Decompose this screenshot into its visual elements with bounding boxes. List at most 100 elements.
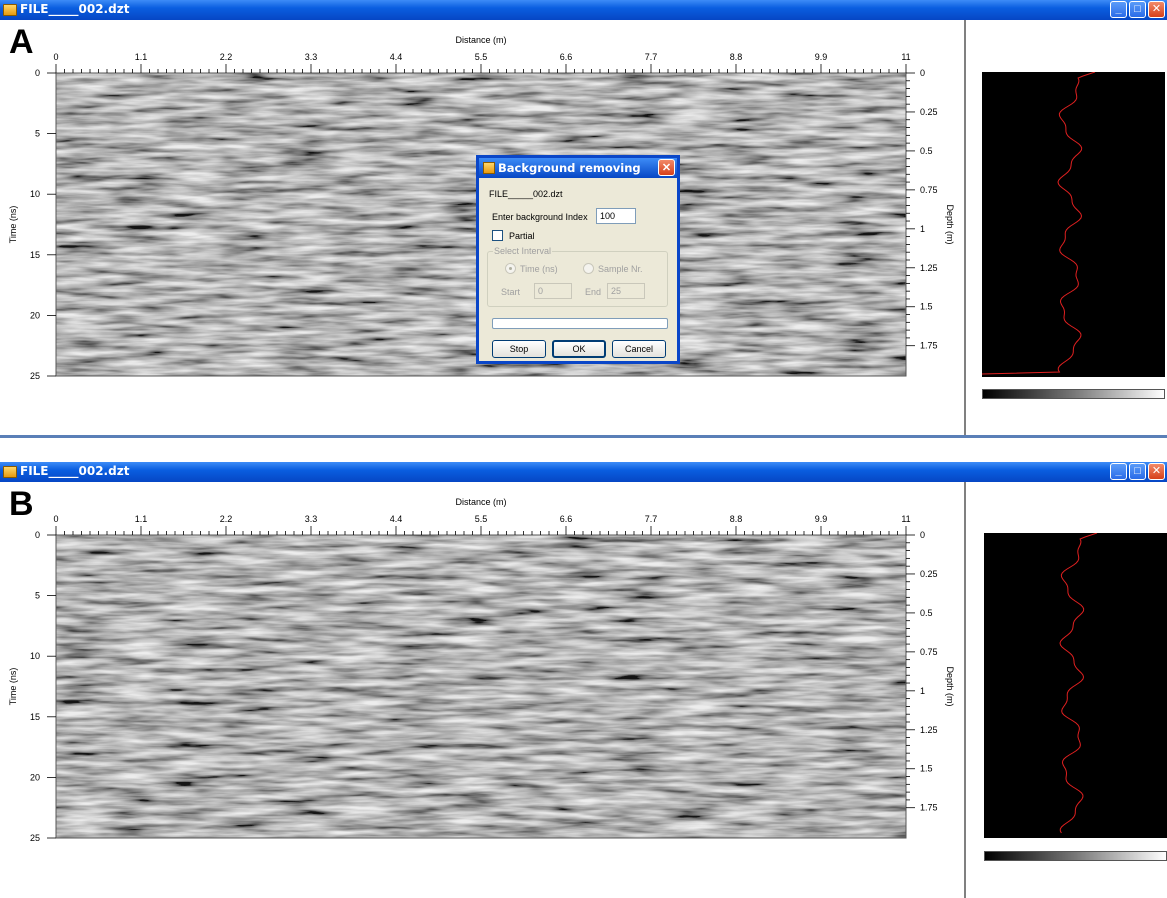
time-tick-label: 25 xyxy=(30,833,40,843)
dialog-app-icon xyxy=(483,162,495,174)
distance-tick-label: 1.1 xyxy=(135,514,148,524)
radargram-image xyxy=(56,535,906,838)
depth-tick-label: 1.25 xyxy=(920,725,938,735)
start-label: Start xyxy=(501,287,521,297)
time-tick-label: 5 xyxy=(35,129,40,139)
depth-tick-label: 0.25 xyxy=(920,569,938,579)
time-tick-label: 25 xyxy=(30,371,40,381)
depth-tick-label: 1.5 xyxy=(920,302,933,312)
window-b-titlebar[interactable]: FILE_____002.dzt _ □ ✕ xyxy=(0,462,1167,482)
start-input[interactable]: 0 xyxy=(534,283,572,299)
window-a-titlebar[interactable]: FILE_____002.dzt _ □ ✕ xyxy=(0,0,1167,20)
trace-waveform-b xyxy=(1059,532,1098,834)
time-radio[interactable] xyxy=(505,263,516,274)
minimize-icon[interactable]: _ xyxy=(1110,1,1127,18)
depth-tick-label: 1.5 xyxy=(920,764,933,774)
depth-axis-label: Depth (m) xyxy=(945,204,955,244)
distance-tick-label: 9.9 xyxy=(815,52,828,62)
radargram-window-a: FILE_____002.dzt _ □ ✕ A 0 1.1 2.2 3.3 4.4 5.… xyxy=(0,0,1167,438)
distance-axis-label: Distance (m) xyxy=(455,497,506,507)
background-index-input[interactable]: 100 xyxy=(596,208,636,224)
distance-tick-label: 5.5 xyxy=(475,52,488,62)
minimize-icon[interactable]: _ xyxy=(1110,463,1127,480)
background-removing-dialog: Background removing ✕ FILE_____002.dzt E… xyxy=(476,155,680,364)
colorbar-b xyxy=(984,851,1167,861)
distance-tick-label: 4.4 xyxy=(390,52,403,62)
time-tick-label: 10 xyxy=(30,189,40,199)
depth-tick-label: 0 xyxy=(920,530,925,540)
time-tick-label: 0 xyxy=(35,68,40,78)
distance-tick-label: 0 xyxy=(53,52,58,62)
maximize-icon[interactable]: □ xyxy=(1129,1,1146,18)
background-index-label: Enter background Index xyxy=(492,212,588,222)
distance-tick-label: 0 xyxy=(53,514,58,524)
distance-tick-label: 3.3 xyxy=(305,514,318,524)
dialog-close-icon[interactable]: ✕ xyxy=(658,159,675,176)
depth-tick-label: 1.25 xyxy=(920,263,938,273)
progress-bar xyxy=(492,318,668,329)
partial-label: Partial xyxy=(509,231,535,241)
depth-tick-label: 0.5 xyxy=(920,146,933,156)
distance-tick-label: 7.7 xyxy=(645,514,658,524)
stop-button[interactable]: Stop xyxy=(492,340,546,358)
depth-tick-label: 0.25 xyxy=(920,107,938,117)
select-interval-label: Select Interval xyxy=(493,246,553,256)
sample-radio[interactable] xyxy=(583,263,594,274)
depth-tick-label: 0.75 xyxy=(920,647,938,657)
select-interval-group: Select Interval Time (ns) Sample Nr. Sta… xyxy=(487,246,668,307)
time-radio-label: Time (ns) xyxy=(520,264,558,274)
distance-tick-label: 8.8 xyxy=(730,514,743,524)
partial-checkbox[interactable] xyxy=(492,230,503,241)
maximize-icon[interactable]: □ xyxy=(1129,463,1146,480)
app-icon xyxy=(3,4,17,16)
end-label: End xyxy=(585,287,602,297)
distance-tick-label: 3.3 xyxy=(305,52,318,62)
distance-tick-label: 7.7 xyxy=(645,52,658,62)
radargram-plot-b[interactable]: 0 1.1 2.2 3.3 4.4 5.5 6.6 7.7 8.8 9.9 11 Distance (… xyxy=(0,462,964,898)
depth-tick-label: 0.75 xyxy=(920,185,938,195)
distance-tick-label: 4.4 xyxy=(390,514,403,524)
colorbar-a xyxy=(982,389,1165,399)
window-a-bottom-border xyxy=(0,435,1167,438)
depth-axis-label: Depth (m) xyxy=(945,666,955,706)
close-icon[interactable]: ✕ xyxy=(1148,463,1165,480)
dialog-titlebar[interactable]: Background removing ✕ xyxy=(479,158,677,178)
distance-tick-label: 11 xyxy=(901,514,910,524)
radargram-window-b: FILE_____002.dzt _ □ ✕ B 0 1.1 2.2 3.3 4.4 5.… xyxy=(0,462,1167,898)
distance-tick-label: 5.5 xyxy=(475,514,488,524)
close-icon[interactable]: ✕ xyxy=(1148,1,1165,18)
distance-tick-label: 8.8 xyxy=(730,52,743,62)
distance-tick-label: 2.2 xyxy=(220,52,233,62)
trace-line xyxy=(981,71,1096,375)
trace-panel-b xyxy=(984,532,1167,838)
app-icon xyxy=(3,466,17,478)
depth-tick-label: 1.75 xyxy=(920,803,938,813)
panel-label-b: B xyxy=(9,485,34,523)
depth-tick-label: 1 xyxy=(920,686,925,696)
end-input[interactable]: 25 xyxy=(607,283,645,299)
distance-tick-label: 9.9 xyxy=(815,514,828,524)
cancel-button[interactable]: Cancel xyxy=(612,340,666,358)
pane-divider[interactable] xyxy=(964,482,966,898)
time-tick-label: 20 xyxy=(30,772,40,782)
distance-axis-label: Distance (m) xyxy=(455,35,506,45)
time-axis-label: Time (ns) xyxy=(8,668,18,706)
depth-tick-label: 0.5 xyxy=(920,608,933,618)
depth-tick-label: 0 xyxy=(920,68,925,78)
trace-panel-a xyxy=(981,71,1165,377)
time-tick-label: 0 xyxy=(35,530,40,540)
time-tick-label: 15 xyxy=(30,250,40,260)
distance-tick-label: 6.6 xyxy=(560,514,573,524)
depth-tick-label: 1 xyxy=(920,224,925,234)
trace-line xyxy=(1059,532,1098,834)
ok-button[interactable]: OK xyxy=(552,340,606,358)
distance-tick-label: 11 xyxy=(901,52,910,62)
dialog-title: Background removing xyxy=(498,161,641,175)
time-tick-label: 15 xyxy=(30,712,40,722)
trace-waveform-a xyxy=(981,71,1096,375)
time-tick-label: 5 xyxy=(35,591,40,601)
pane-divider[interactable] xyxy=(964,20,966,438)
distance-tick-label: 6.6 xyxy=(560,52,573,62)
time-tick-label: 10 xyxy=(30,651,40,661)
dialog-filename: FILE_____002.dzt xyxy=(489,189,563,199)
